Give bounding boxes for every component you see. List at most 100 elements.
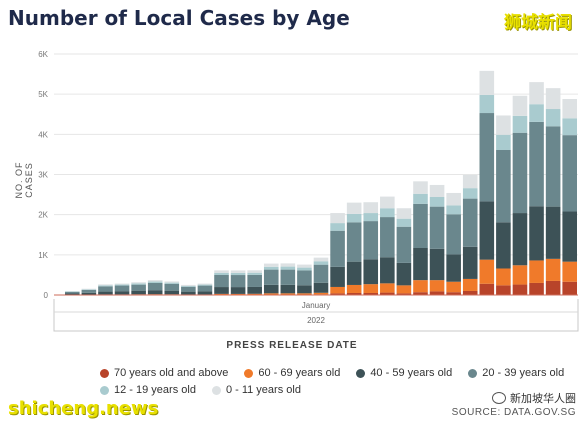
legend-item[interactable]: 20 - 39 years old	[468, 367, 564, 379]
bar-segment[interactable]	[64, 291, 80, 294]
bar-segment[interactable]	[346, 202, 362, 214]
bar-segment[interactable]	[496, 285, 511, 295]
bar-segment[interactable]	[529, 282, 544, 295]
bar-segment[interactable]	[462, 290, 478, 295]
bar-segment[interactable]	[413, 181, 428, 194]
bar-segment[interactable]	[446, 192, 461, 206]
bar-segment[interactable]	[164, 281, 180, 283]
bar-segment[interactable]	[479, 70, 495, 95]
bar-segment[interactable]	[446, 205, 461, 215]
bar-segment[interactable]	[114, 284, 130, 286]
bar-segment[interactable]	[529, 260, 544, 283]
bar-segment[interactable]	[562, 211, 577, 262]
bar-segment[interactable]	[181, 284, 196, 286]
bar-segment[interactable]	[380, 208, 395, 218]
bar-segment[interactable]	[529, 121, 544, 207]
bar-segment[interactable]	[114, 283, 130, 285]
bar-segment[interactable]	[313, 282, 329, 293]
bar-segment[interactable]	[230, 272, 246, 276]
bar-segment[interactable]	[429, 291, 445, 295]
bar-segment[interactable]	[313, 261, 329, 265]
bar-segment[interactable]	[98, 286, 113, 292]
bar-segment[interactable]	[247, 270, 262, 273]
legend-item[interactable]: 60 - 69 years old	[244, 367, 340, 379]
bar-segment[interactable]	[529, 104, 544, 122]
bar-segment[interactable]	[181, 291, 196, 295]
bar-segment[interactable]	[545, 109, 561, 127]
bar-segment[interactable]	[263, 263, 279, 267]
bar-segment[interactable]	[363, 259, 379, 285]
bar-segment[interactable]	[479, 113, 495, 202]
bar-segment[interactable]	[413, 292, 428, 295]
bar-segment[interactable]	[413, 203, 428, 248]
bar-segment[interactable]	[512, 95, 528, 116]
bar-segment[interactable]	[230, 293, 246, 295]
bar-segment[interactable]	[147, 294, 163, 295]
bar-segment[interactable]	[363, 284, 379, 293]
bar-segment[interactable]	[214, 275, 229, 288]
bar-segment[interactable]	[181, 286, 196, 292]
bar-segment[interactable]	[131, 283, 146, 285]
bar-segment[interactable]	[263, 269, 279, 285]
bar-segment[interactable]	[396, 262, 412, 286]
bar-segment[interactable]	[297, 270, 312, 286]
bar-segment[interactable]	[280, 266, 296, 270]
bar-segment[interactable]	[164, 282, 180, 284]
bar-segment[interactable]	[181, 285, 196, 287]
bar-segment[interactable]	[462, 278, 478, 291]
bar-segment[interactable]	[346, 222, 362, 262]
bar-segment[interactable]	[380, 283, 395, 293]
bar-segment[interactable]	[562, 98, 577, 119]
bar-segment[interactable]	[114, 285, 130, 292]
bar-segment[interactable]	[330, 266, 345, 287]
bar-segment[interactable]	[413, 248, 428, 281]
bar-segment[interactable]	[429, 196, 445, 207]
bar-segment[interactable]	[247, 293, 262, 295]
bar-segment[interactable]	[529, 206, 544, 261]
bar-segment[interactable]	[496, 150, 511, 223]
bar-segment[interactable]	[446, 254, 461, 282]
bar-segment[interactable]	[413, 193, 428, 204]
bar-segment[interactable]	[512, 284, 528, 295]
bar-segment[interactable]	[263, 293, 279, 295]
bar-segment[interactable]	[396, 226, 412, 263]
bar-segment[interactable]	[313, 292, 329, 295]
bar-segment[interactable]	[512, 265, 528, 285]
bar-segment[interactable]	[131, 290, 146, 295]
bar-segment[interactable]	[197, 283, 213, 285]
bar-segment[interactable]	[81, 292, 97, 295]
bar-segment[interactable]	[280, 263, 296, 267]
bar-segment[interactable]	[346, 284, 362, 293]
bar-segment[interactable]	[98, 284, 113, 286]
bar-segment[interactable]	[396, 285, 412, 294]
bar-segment[interactable]	[230, 275, 246, 288]
legend-item[interactable]: 12 - 19 years old	[100, 384, 196, 396]
bar-segment[interactable]	[396, 208, 412, 219]
bar-segment[interactable]	[496, 134, 511, 150]
bar-segment[interactable]	[512, 213, 528, 266]
bar-segment[interactable]	[330, 293, 345, 295]
bar-segment[interactable]	[363, 213, 379, 222]
bar-segment[interactable]	[545, 126, 561, 207]
bar-segment[interactable]	[446, 214, 461, 255]
bar-segment[interactable]	[479, 94, 495, 114]
bar-segment[interactable]	[147, 280, 163, 282]
bar-segment[interactable]	[446, 292, 461, 295]
bar-segment[interactable]	[479, 259, 495, 284]
bar-segment[interactable]	[131, 284, 146, 291]
bar-segment[interactable]	[230, 287, 246, 294]
bar-segment[interactable]	[247, 286, 262, 294]
bar-segment[interactable]	[529, 82, 544, 105]
bar-segment[interactable]	[280, 293, 296, 295]
bar-segment[interactable]	[297, 264, 312, 268]
bar-segment[interactable]	[214, 272, 229, 275]
bar-segment[interactable]	[346, 261, 362, 285]
bar-segment[interactable]	[280, 284, 296, 294]
bar-segment[interactable]	[429, 280, 445, 292]
bar-segment[interactable]	[263, 266, 279, 270]
legend-item[interactable]: 40 - 59 years old	[356, 367, 452, 379]
bar-segment[interactable]	[197, 285, 213, 292]
bar-segment[interactable]	[363, 221, 379, 260]
bar-segment[interactable]	[496, 268, 511, 286]
bar-segment[interactable]	[214, 287, 229, 294]
